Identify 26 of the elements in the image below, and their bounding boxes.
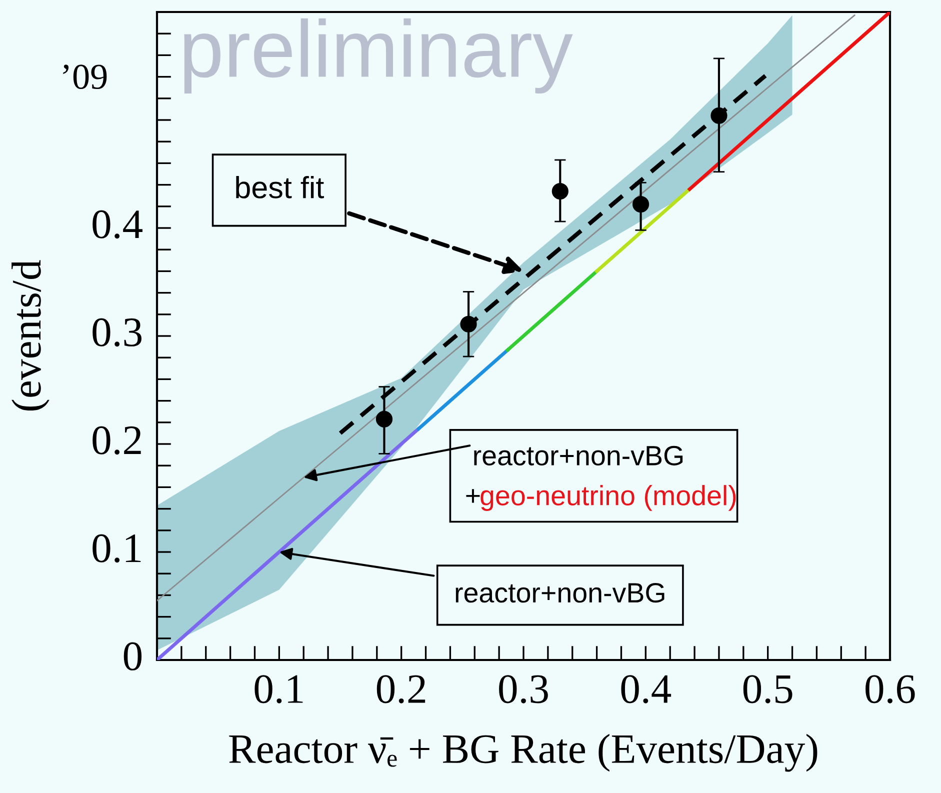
annotation: + — [466, 489, 480, 503]
point — [552, 182, 568, 200]
annotation: preliminary — [184, 18, 573, 94]
y-tick-label: 0.1 — [92, 534, 141, 563]
line-series — [157, 14, 856, 602]
y-tick-label: 0.2 — [92, 426, 141, 455]
point — [460, 316, 477, 332]
y-axis-title: (events/d — [12, 260, 50, 411]
x-tick-label: 0.6 — [866, 675, 915, 704]
point — [376, 410, 393, 428]
x-tick-label: 0.3 — [499, 675, 548, 704]
annotation: geo-neutrino (model) — [480, 485, 736, 511]
annotation: reactor+non-vBG — [456, 582, 664, 603]
x-tick-label: 0.2 — [376, 675, 426, 704]
x-tick-label: 0.4 — [621, 675, 672, 704]
y-tick-label: 0 — [124, 642, 142, 670]
x-tick-label: 0.1 — [254, 675, 303, 704]
y-tick-label: 0.4 — [92, 210, 142, 239]
annotation: reactor+non-vBG — [474, 446, 683, 466]
annotation: best fit — [236, 176, 324, 198]
x-axis-title: Reactor ν̄ₑ + BG Rate (Events/Day) — [229, 734, 818, 772]
y-tick-label: 0.3 — [92, 318, 142, 347]
point — [710, 107, 728, 124]
x-tick-label: 0.5 — [743, 675, 792, 704]
point — [632, 196, 650, 213]
text: ’09 — [63, 64, 107, 90]
